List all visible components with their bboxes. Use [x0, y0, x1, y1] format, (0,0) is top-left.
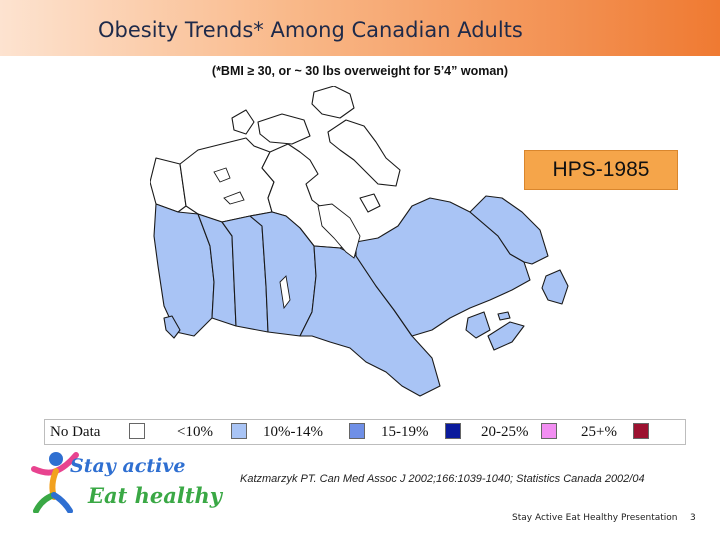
logo-line1: Stay active	[70, 455, 186, 477]
legend-swatch-25-plus	[633, 423, 649, 439]
region-newfoundland	[541, 269, 569, 305]
region-pei	[497, 311, 511, 321]
legend-label-25-plus: 25+%	[581, 424, 617, 440]
footer-text: Stay Active Eat Healthy Presentation	[512, 513, 678, 523]
stick-figure-icon	[31, 452, 79, 513]
page-number: 3	[690, 513, 696, 523]
region-labrador	[469, 195, 549, 265]
legend-label-no-data: No Data	[50, 424, 101, 440]
citation: Katzmarzyk PT. Can Med Assoc J 2002;166:…	[240, 473, 645, 485]
region-british-columbia	[153, 203, 215, 337]
region-new-brunswick	[465, 311, 491, 339]
island-baffin	[327, 119, 401, 187]
island-victoria	[257, 113, 311, 145]
slide-title: Obesity Trends* Among Canadian Adults	[98, 18, 523, 42]
island-vancouver	[163, 315, 181, 339]
legend-label-10-14: 10%-14%	[263, 424, 323, 440]
island-banks	[231, 109, 255, 135]
legend-label-lt10: <10%	[177, 424, 213, 440]
lake-winnipeg	[279, 275, 291, 310]
legend-swatch-15-19	[445, 423, 461, 439]
legend-swatch-lt10	[231, 423, 247, 439]
hudson-bay	[317, 203, 361, 259]
lake-great-slave	[223, 191, 245, 205]
legend-label-20-25: 20-25%	[481, 424, 529, 440]
region-nova-scotia	[487, 321, 525, 351]
legend: No Data <10% 10%-14% 15-19% 20-25% 25+%	[44, 419, 686, 445]
slide-subtitle: (*BMI ≥ 30, or ~ 30 lbs overweight for 5…	[211, 64, 509, 78]
legend-swatch-no-data	[129, 423, 145, 439]
island-ellesmere	[311, 86, 355, 119]
region-quebec	[355, 197, 531, 337]
island-southampton	[359, 193, 381, 213]
canada-map	[150, 86, 569, 397]
lake-great-bear	[213, 167, 231, 183]
legend-label-15-19: 15-19%	[381, 424, 429, 440]
title-banner: Obesity Trends* Among Canadian Adults	[0, 0, 720, 56]
region-northwest-territories	[179, 137, 275, 223]
legend-swatch-10-14	[349, 423, 365, 439]
logo-line2: Eat healthy	[88, 483, 223, 508]
legend-swatch-20-25	[541, 423, 557, 439]
stay-active-logo: Stay active Eat healthy	[30, 449, 222, 513]
survey-label: HPS-1985	[524, 150, 678, 190]
